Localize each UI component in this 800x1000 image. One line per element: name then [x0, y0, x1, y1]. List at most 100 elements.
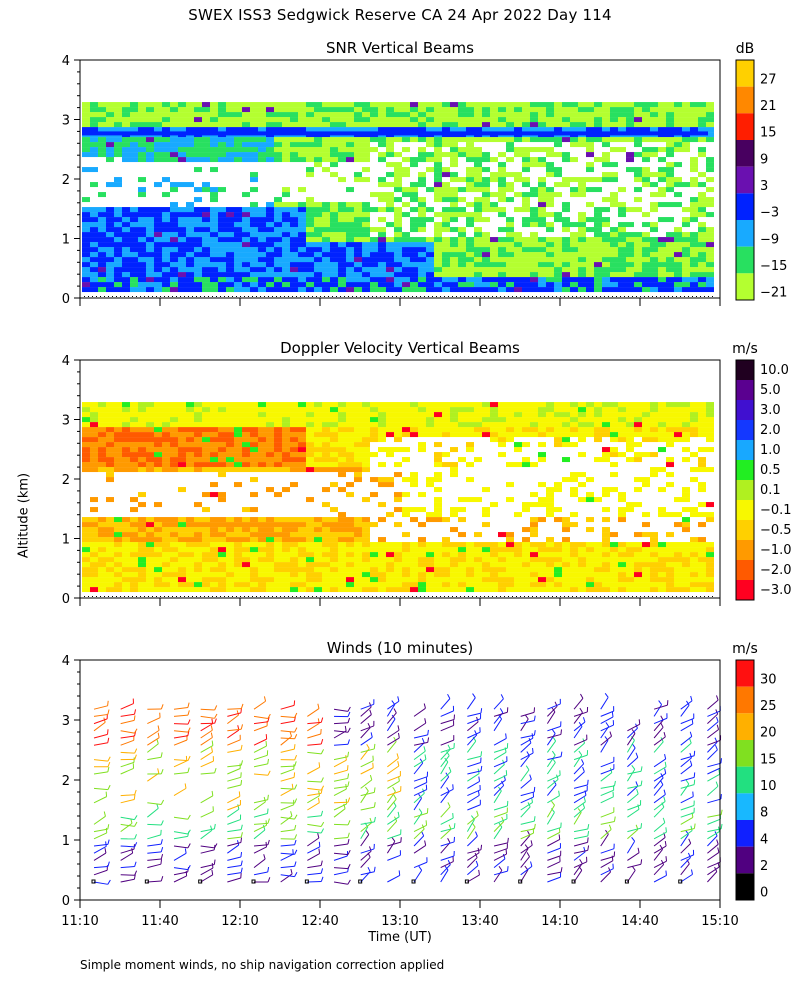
doppler-cell — [122, 417, 130, 423]
doppler-cell — [634, 412, 642, 418]
doppler-cell — [266, 562, 274, 568]
doppler-cell — [514, 587, 522, 593]
snr-cell — [146, 287, 154, 293]
snr-cell — [274, 272, 282, 278]
baseline-dot — [644, 596, 645, 597]
doppler-cell — [218, 447, 226, 453]
snr-cell — [226, 262, 234, 268]
doppler-cell — [282, 567, 290, 573]
snr-cell — [442, 152, 450, 158]
snr-cell — [530, 217, 538, 223]
snr-cell — [98, 192, 106, 198]
snr-cell — [690, 107, 698, 113]
doppler-cell — [506, 422, 514, 428]
snr-cell — [274, 137, 282, 143]
doppler-cell — [218, 452, 226, 458]
snr-cell — [706, 197, 714, 203]
snr-cell — [626, 167, 634, 173]
snr-cell — [282, 257, 290, 263]
doppler-cell — [634, 452, 642, 458]
snr-cell — [354, 157, 362, 163]
doppler-cell — [682, 552, 690, 558]
snr-cell — [194, 267, 202, 273]
snr-cell — [194, 167, 202, 173]
doppler-cell — [322, 552, 330, 558]
doppler-cell — [698, 562, 706, 568]
doppler-cell — [594, 422, 602, 428]
doppler-cell — [402, 587, 410, 593]
doppler-cell — [434, 557, 442, 563]
snr-cell — [466, 177, 474, 183]
doppler-cell — [554, 572, 562, 578]
doppler-cell — [466, 547, 474, 553]
doppler-cell — [210, 467, 218, 473]
doppler-cell — [546, 512, 554, 518]
doppler-cell — [146, 517, 154, 523]
snr-cell — [506, 262, 514, 268]
snr-cell — [530, 192, 538, 198]
doppler-cell — [594, 562, 602, 568]
snr-cell — [474, 277, 482, 283]
doppler-cell — [82, 537, 90, 543]
doppler-cell — [394, 402, 402, 408]
doppler-cell — [186, 552, 194, 558]
snr-cell — [330, 237, 338, 243]
snr-cell — [146, 107, 154, 113]
baseline-dot — [360, 596, 361, 597]
doppler-cell — [706, 557, 714, 563]
doppler-cell — [194, 442, 202, 448]
doppler-cell — [554, 487, 562, 493]
doppler-cell — [634, 547, 642, 553]
snr-cell — [450, 212, 458, 218]
doppler-cell — [234, 427, 242, 433]
snr-cell — [330, 217, 338, 223]
doppler-cell — [162, 402, 170, 408]
doppler-cell — [90, 447, 98, 453]
wind-barb — [120, 799, 135, 804]
doppler-cell — [346, 452, 354, 458]
snr-cell — [250, 227, 258, 233]
snr-cell — [514, 247, 522, 253]
doppler-cell — [314, 517, 322, 523]
doppler-cell — [554, 547, 562, 553]
doppler-cell — [154, 437, 162, 443]
snr-cell — [362, 107, 370, 113]
doppler-cell — [90, 402, 98, 408]
doppler-cell — [218, 432, 226, 438]
doppler-cell — [490, 432, 498, 438]
baseline-dot — [540, 296, 541, 297]
snr-cell — [362, 232, 370, 238]
snr-cell — [618, 287, 626, 293]
snr-cell — [690, 117, 698, 123]
doppler-cell — [610, 447, 618, 453]
doppler-cell — [218, 527, 226, 533]
snr-cell — [210, 277, 218, 283]
doppler-cell — [466, 477, 474, 483]
snr-cell — [682, 182, 690, 188]
doppler-cell — [578, 427, 586, 433]
doppler-cell — [338, 582, 346, 588]
snr-cell — [594, 227, 602, 233]
doppler-cell — [250, 572, 258, 578]
doppler-cell — [402, 562, 410, 568]
wind-barb-feather — [133, 715, 136, 721]
doppler-cell — [298, 562, 306, 568]
doppler-cell — [274, 447, 282, 453]
snr-cell — [138, 282, 146, 288]
doppler-cell — [370, 432, 378, 438]
snr-cell — [538, 262, 546, 268]
doppler-cell — [450, 527, 458, 533]
doppler-cell — [178, 407, 186, 413]
snr-cell — [642, 112, 650, 118]
doppler-cell — [506, 552, 514, 558]
snr-cell — [258, 272, 266, 278]
snr-cell — [362, 127, 370, 133]
snr-cell — [706, 287, 714, 293]
doppler-cell — [298, 557, 306, 563]
doppler-cell — [706, 447, 714, 453]
snr-cell — [218, 287, 226, 293]
snr-cell — [90, 142, 98, 148]
doppler-cell — [362, 447, 370, 453]
snr-cell — [402, 157, 410, 163]
snr-cell — [618, 267, 626, 273]
